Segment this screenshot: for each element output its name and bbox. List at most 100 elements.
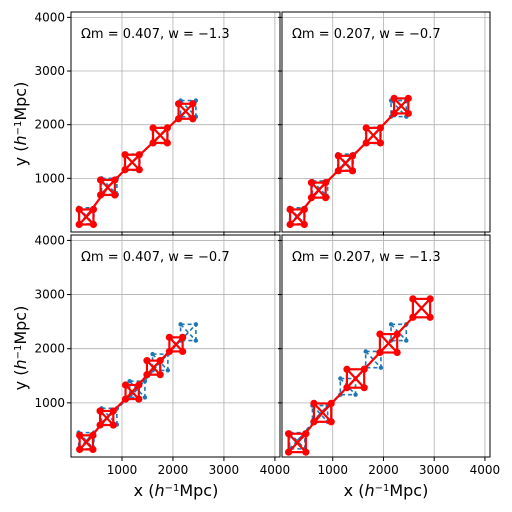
cell-square	[100, 177, 118, 196]
data-point	[165, 333, 173, 341]
cell-diagonal	[339, 377, 357, 396]
panel-annotation: Ωm = 0.407, w = −0.7	[81, 250, 230, 265]
data-point	[426, 313, 434, 321]
panel-3: 1000 2000 3000 4000 1000 2000 3000 4000 Ωm = 0.4…	[34, 233, 290, 477]
data-point	[393, 330, 401, 338]
cell-diagonal	[151, 353, 169, 371]
data-point	[165, 347, 173, 356]
data-point	[143, 371, 151, 379]
data-point	[135, 151, 143, 159]
plot-area	[284, 295, 434, 456]
data-point	[353, 392, 358, 397]
cell-square	[151, 126, 169, 145]
data-point	[376, 330, 384, 338]
data-point	[338, 376, 343, 381]
cell-square	[311, 404, 329, 423]
cell-diagonal	[313, 402, 333, 423]
data-point	[334, 152, 342, 160]
data-point	[174, 115, 183, 123]
data-point	[343, 365, 351, 373]
cell-square	[78, 434, 95, 451]
data-point	[75, 205, 83, 214]
data-point	[179, 333, 187, 341]
data-point	[404, 94, 412, 102]
data-point	[300, 220, 308, 229]
data-point	[178, 322, 183, 327]
y-tick-label: 2000	[34, 118, 65, 132]
data-point	[362, 139, 370, 147]
data-point	[109, 407, 117, 415]
data-point	[121, 166, 129, 174]
data-point	[96, 421, 104, 429]
panel-4: 1000 2000 3000 4000 Ωm = 0.207, w = −1.3	[278, 234, 501, 477]
data-point	[76, 445, 84, 454]
panel-annotation: Ωm = 0.207, w = −0.7	[292, 27, 441, 42]
data-point	[165, 368, 171, 373]
data-point	[348, 167, 357, 175]
cell-square	[365, 126, 382, 145]
panel-annotation: Ωm = 0.407, w = −1.3	[81, 27, 230, 42]
data-point	[409, 313, 417, 321]
x-axis-label-right: x (h−1Mpc)	[344, 481, 429, 500]
data-point	[89, 445, 97, 454]
cell-square	[287, 432, 307, 454]
cell-square	[312, 402, 333, 423]
data-point	[121, 151, 129, 159]
data-point	[135, 395, 143, 403]
cell-square	[378, 332, 399, 354]
data-point	[426, 295, 434, 303]
cell-diagonal	[287, 432, 307, 453]
data-point	[135, 166, 143, 174]
cell-square	[393, 97, 410, 115]
data-point	[149, 124, 157, 132]
cell-square	[100, 407, 118, 426]
cell-square	[128, 380, 146, 399]
series-model	[76, 333, 187, 454]
data-point	[302, 430, 310, 438]
x-tick-label: 3000	[209, 463, 240, 477]
cell-square	[411, 297, 432, 319]
data-point	[193, 338, 199, 343]
data-point	[109, 421, 117, 429]
data-point	[307, 179, 316, 187]
cell-square	[310, 181, 327, 199]
cell-square	[390, 99, 408, 118]
data-point	[179, 347, 187, 356]
cell-diagonal	[289, 432, 306, 450]
cell-square	[337, 154, 354, 172]
axes-frame	[281, 234, 491, 458]
data-point	[363, 349, 368, 354]
data-point	[302, 448, 310, 456]
x-tick-label: 2000	[158, 463, 189, 477]
cell-diagonal	[390, 323, 407, 342]
x-tick-label: 4000	[470, 463, 501, 477]
cell-square	[177, 102, 194, 120]
data-point	[404, 338, 409, 343]
data-point	[142, 395, 148, 400]
data-point	[307, 194, 316, 202]
data-point	[121, 381, 130, 389]
y-tick-label: 4000	[34, 10, 65, 24]
data-point	[189, 115, 197, 123]
data-point	[193, 322, 199, 327]
y-tick-label: 3000	[34, 64, 65, 78]
axes-frame	[70, 234, 281, 458]
y-axis-label-bottom: y (h−1Mpc)	[11, 306, 30, 391]
plot-area	[286, 94, 412, 229]
data-point	[409, 295, 417, 303]
panel-1: 1000 2000 3000 4000 Ωm = 0.407, w = −1.3	[34, 10, 281, 236]
data-point	[143, 357, 151, 365]
plot-area	[76, 322, 199, 454]
cell-square	[168, 336, 184, 353]
data-point	[75, 220, 83, 229]
data-point	[89, 205, 98, 214]
data-point	[348, 152, 357, 160]
data-point	[111, 191, 119, 199]
cell-square	[145, 359, 162, 376]
data-point	[390, 94, 398, 102]
data-point	[163, 139, 171, 147]
cell-square	[78, 208, 95, 226]
cell-square	[179, 99, 197, 118]
cell-diagonal	[129, 380, 146, 398]
series-model	[284, 295, 434, 456]
